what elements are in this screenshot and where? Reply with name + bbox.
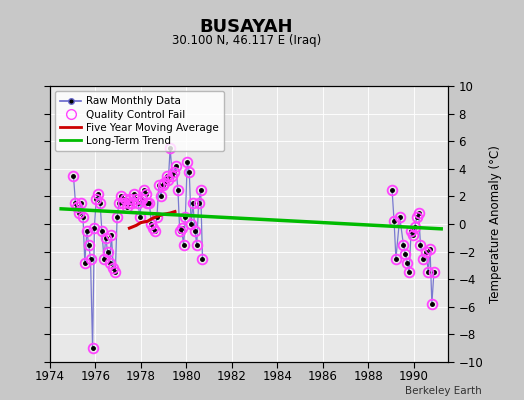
Legend: Raw Monthly Data, Quality Control Fail, Five Year Moving Average, Long-Term Tren: Raw Monthly Data, Quality Control Fail, … [55,91,224,151]
Text: 30.100 N, 46.117 E (Iraq): 30.100 N, 46.117 E (Iraq) [172,34,321,47]
Y-axis label: Temperature Anomaly (°C): Temperature Anomaly (°C) [489,145,502,303]
Text: Berkeley Earth: Berkeley Earth [406,386,482,396]
Text: BUSAYAH: BUSAYAH [200,18,293,36]
